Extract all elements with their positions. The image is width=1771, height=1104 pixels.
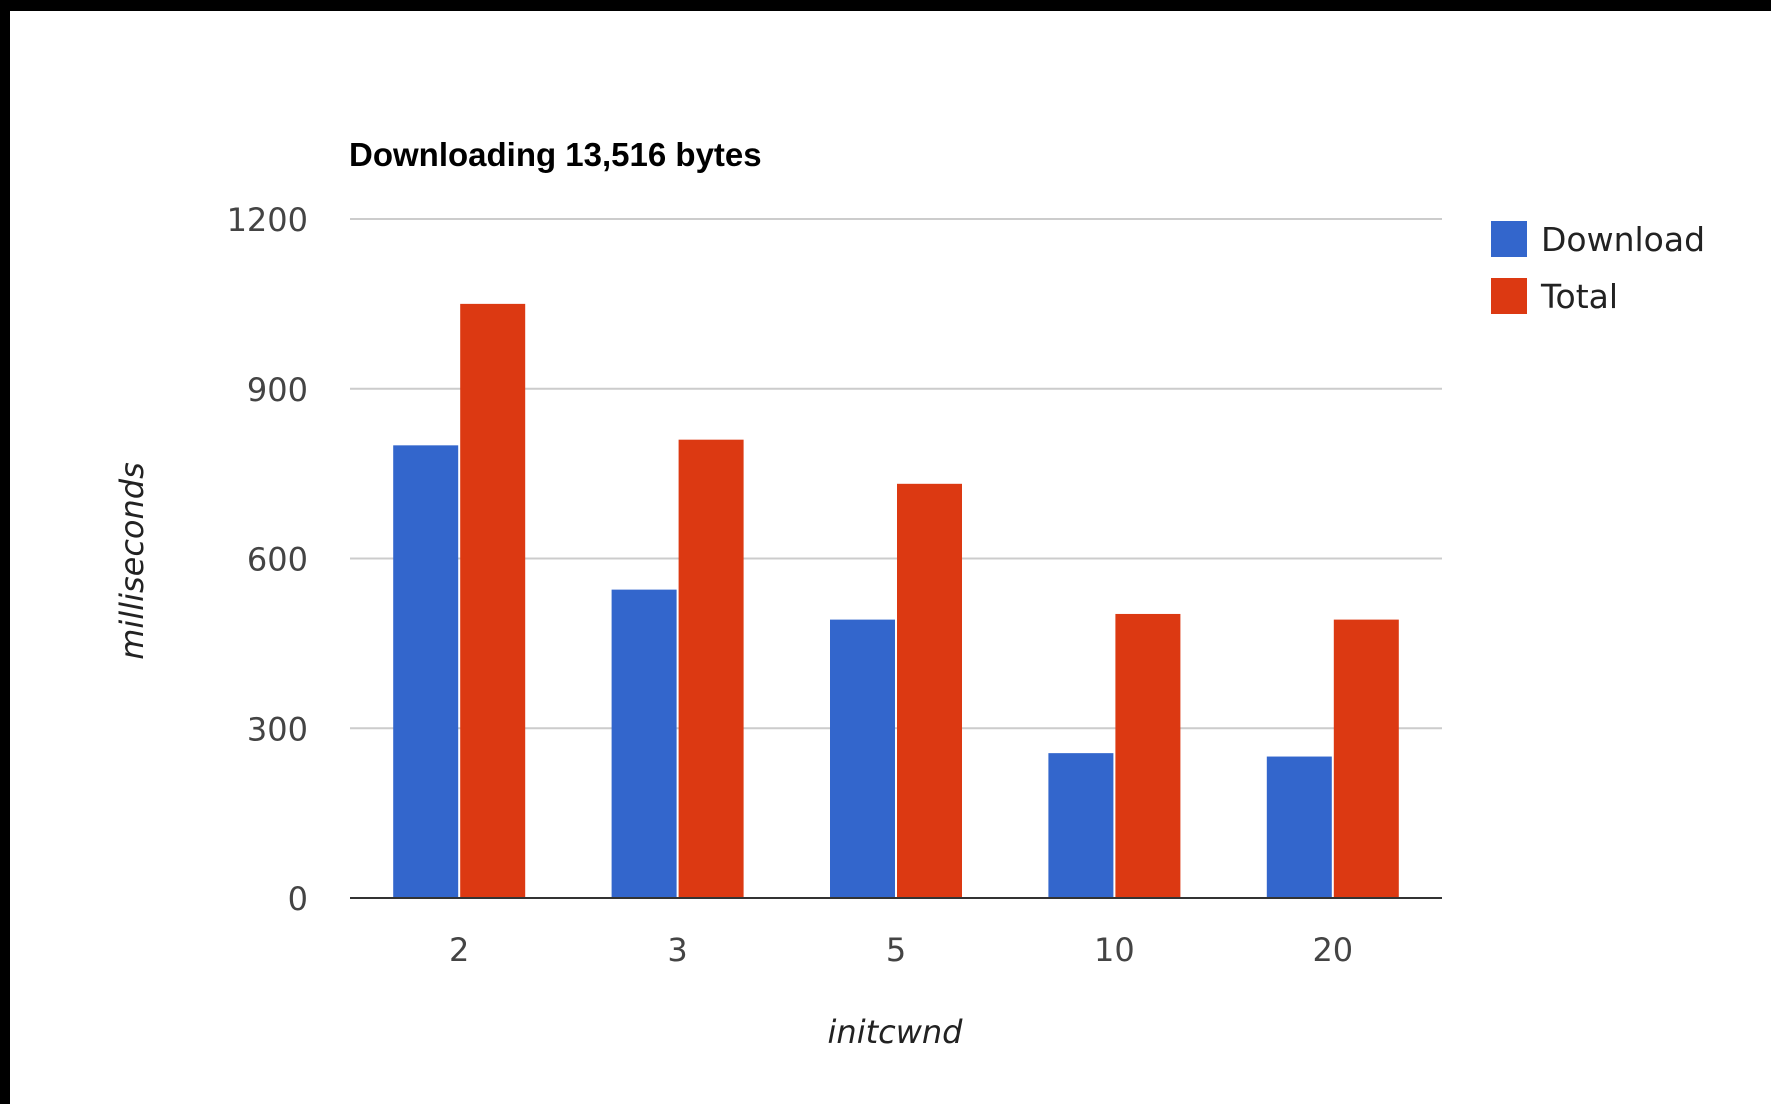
y-tick-label: 900: [247, 371, 308, 409]
y-tick-label: 300: [247, 710, 308, 748]
bar-download-3: [611, 589, 677, 898]
x-tick-label: 10: [1094, 931, 1135, 969]
legend-swatch-download: [1491, 221, 1527, 257]
bar-download-10: [1048, 753, 1114, 898]
legend-swatch-total: [1491, 278, 1527, 314]
y-axis-title: milliseconds: [113, 462, 151, 660]
y-axis-ticks: 0 300 600 900 1200: [227, 201, 308, 918]
chart-canvas: Downloading 13,516 bytes 0 300 600 900 1200 …: [10, 11, 1771, 1104]
bars: [393, 303, 1399, 898]
legend-label-total: Total: [1540, 277, 1618, 316]
bar-total-5: [897, 483, 962, 898]
bar-total-10: [1115, 613, 1181, 898]
x-tick-label: 2: [449, 931, 469, 969]
x-tick-label: 5: [886, 931, 906, 969]
y-tick-label: 1200: [227, 201, 308, 239]
legend-label-download: Download: [1541, 220, 1705, 259]
bar-total-3: [678, 439, 744, 898]
bar-total-20: [1333, 619, 1399, 898]
x-axis-ticks: 2 3 5 10 20: [449, 931, 1353, 969]
bar-total-2: [460, 303, 526, 898]
x-tick-label: 3: [667, 931, 687, 969]
bar-download-2: [393, 445, 459, 898]
bar-chart: Downloading 13,516 bytes 03006009001200 …: [113, 136, 1705, 1051]
x-tick-label: 20: [1312, 931, 1353, 969]
bar-download-5: [830, 619, 895, 898]
chart-title: Downloading 13,516 bytes: [349, 136, 762, 173]
bar-download-20: [1266, 756, 1332, 898]
y-tick-label: 0: [288, 880, 308, 918]
gridlines: [350, 218, 1442, 730]
legend: Download Total: [1491, 220, 1705, 316]
y-tick-label: 600: [247, 541, 308, 579]
x-axis-title: initcwnd: [828, 1013, 964, 1051]
